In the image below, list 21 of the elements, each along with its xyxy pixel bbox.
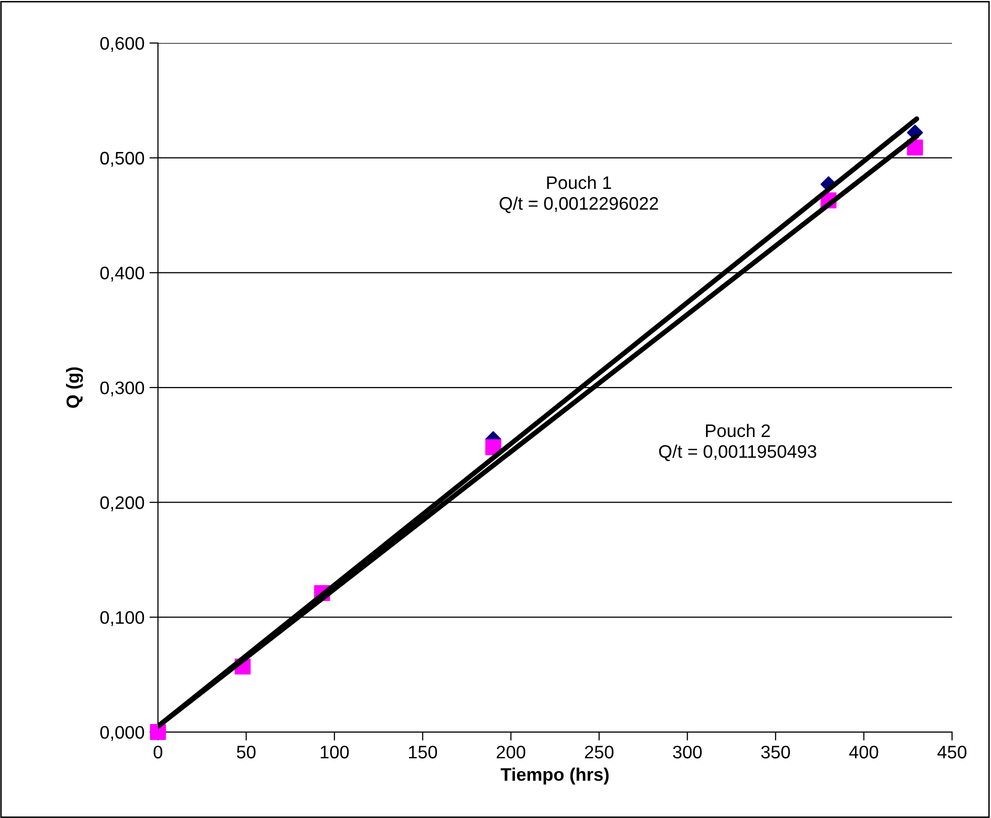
x-tick-label: 450 [937, 746, 966, 758]
y-tick-label: 0,200 [100, 496, 144, 512]
x-tick-label: 200 [496, 746, 526, 758]
annotation: Pouch 2 Q/t = 0,0011950493 [659, 424, 816, 462]
y-axis-title: Q (g) [66, 367, 83, 408]
y-tick-label: 0,400 [100, 266, 144, 282]
x-tick-label: 50 [236, 746, 256, 758]
x-tick-label: 0 [154, 746, 162, 758]
y-tick-label: 0,500 [100, 152, 144, 167]
x-tick-label: 300 [672, 746, 702, 758]
x-axis-title: Tiempo (hrs) [500, 768, 609, 784]
annotation: Pouch 1 Q/t = 0,0012296022 [500, 176, 658, 214]
x-tick-label: 100 [320, 746, 349, 758]
x-tick-label: 350 [761, 746, 790, 758]
x-tick-label: 400 [849, 746, 878, 758]
y-tick-label: 0,300 [100, 381, 144, 396]
y-tick-label: 0,000 [100, 726, 144, 741]
x-tick-label: 150 [408, 746, 438, 758]
y-tick-label: 0,600 [100, 36, 144, 52]
x-tick-label: 250 [584, 746, 614, 758]
y-tick-label: 0,100 [100, 611, 144, 626]
